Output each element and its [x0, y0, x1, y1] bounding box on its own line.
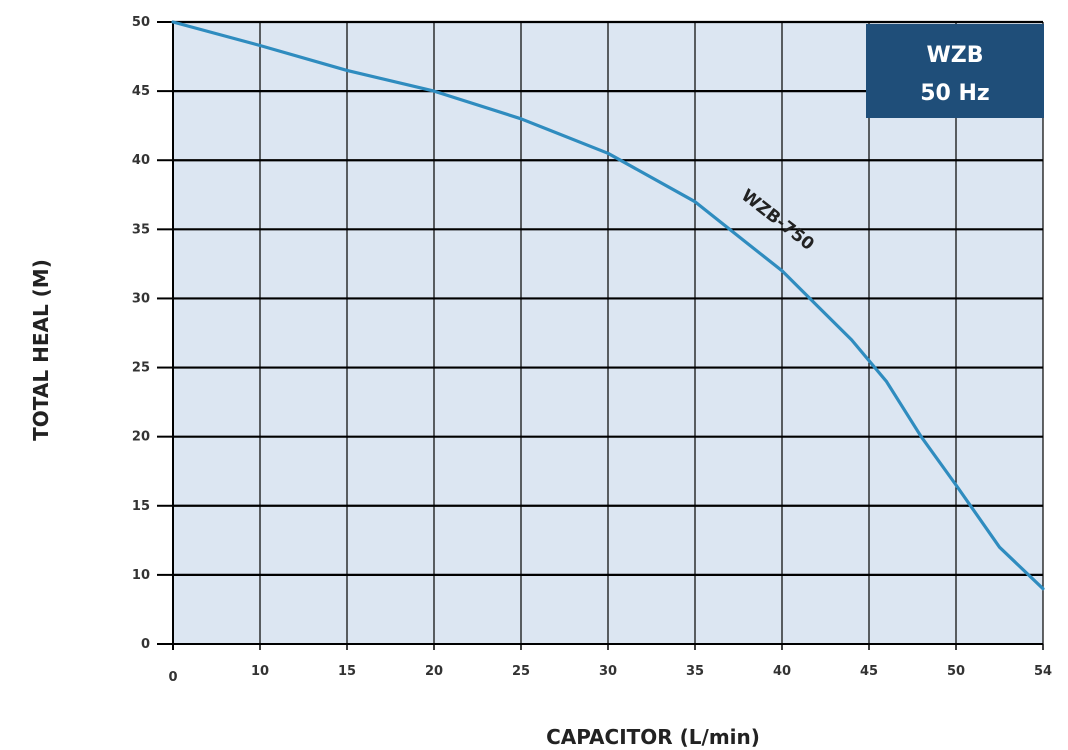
- y-tick-label: 15: [132, 499, 150, 514]
- y-axis-title: TOTAL HEAL (M): [29, 259, 53, 441]
- data-point: [920, 435, 923, 438]
- data-point: [780, 269, 784, 272]
- x-tick-label: 35: [686, 664, 704, 679]
- x-tick-label: 15: [338, 664, 356, 679]
- model-badge-box: [866, 24, 1044, 118]
- model-badge-line2: 50 Hz: [920, 81, 990, 106]
- model-badge-line1: WZB: [927, 43, 984, 68]
- y-tick-label: 45: [132, 84, 150, 99]
- data-point: [345, 69, 349, 72]
- x-axis-title: CAPACITOR (L/min): [546, 725, 760, 749]
- data-point: [258, 44, 262, 47]
- x-tick-label: 30: [599, 664, 617, 679]
- data-point: [693, 200, 697, 203]
- y-tick-label: 30: [132, 291, 150, 306]
- x-tick-label: 40: [773, 664, 791, 679]
- data-point: [171, 20, 175, 24]
- y-tick-label: 10: [132, 568, 150, 583]
- y-tick-label: 50: [132, 15, 150, 30]
- data-point: [954, 483, 958, 487]
- data-point: [1041, 587, 1045, 590]
- series-line: [171, 20, 1045, 591]
- data-point: [850, 338, 853, 342]
- y-tick-label: 35: [132, 222, 150, 237]
- data-point: [746, 241, 749, 245]
- x-tick-label: 45: [860, 664, 878, 679]
- y-tick-label: 0: [141, 637, 150, 652]
- x-tick-label: 20: [425, 664, 443, 679]
- axis-ticks: 0 10 15 20 25 30 35 40 45 50 54 0 10 15 20 25 30 35 40 45 50: [132, 15, 1052, 685]
- data-point: [998, 546, 1001, 549]
- x-tick-label: 25: [512, 664, 530, 679]
- x-tick-label: 54: [1034, 664, 1052, 679]
- data-point: [519, 117, 523, 120]
- y-tick-label: 40: [132, 153, 150, 168]
- x-tick-label: 0: [168, 670, 177, 685]
- data-point: [815, 304, 818, 307]
- model-badge: WZB 50 Hz: [866, 24, 1044, 118]
- data-point: [606, 152, 610, 155]
- y-tick-label: 20: [132, 430, 150, 445]
- data-point: [432, 89, 436, 93]
- grid: [173, 20, 1044, 644]
- x-tick-label: 10: [251, 664, 269, 679]
- y-tick-label: 25: [132, 361, 150, 376]
- data-point: [885, 380, 888, 383]
- x-tick-label: 50: [947, 664, 965, 679]
